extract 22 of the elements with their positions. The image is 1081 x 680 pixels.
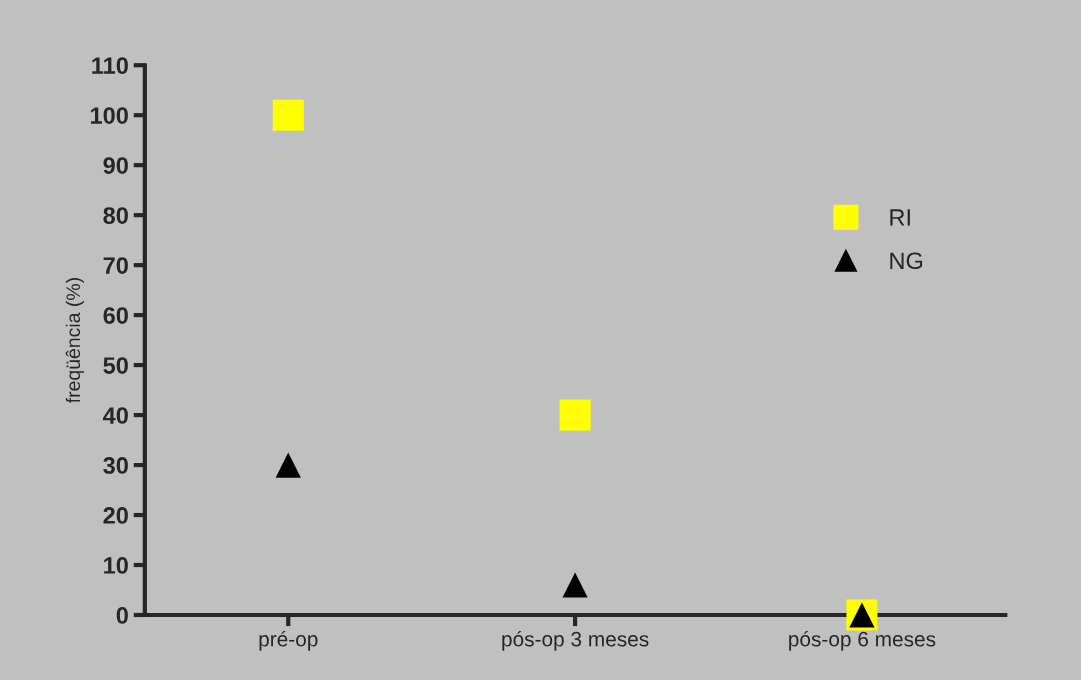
point [562, 572, 588, 598]
y-axis-title: freqüência (%) [65, 278, 84, 404]
y-tick-label: 60 [103, 307, 128, 324]
point [559, 399, 591, 431]
y-tick-label: 110 [92, 57, 128, 74]
y-tick-label: 100 [90, 107, 128, 124]
legend-label: NG [890, 252, 923, 270]
y-tick-label: 20 [103, 507, 128, 524]
y-tick-label: 90 [103, 157, 128, 174]
y-tick-label: 80 [103, 207, 128, 224]
y-tick-label: 70 [103, 257, 128, 274]
point [272, 99, 304, 131]
x-tick-label: pós-op 6 meses [789, 630, 936, 651]
x-tick-label: pré-op [259, 630, 318, 651]
legend-label: RI [890, 209, 910, 226]
y-tick-label: 50 [103, 357, 128, 374]
point [275, 452, 301, 478]
y-tick-label: 40 [102, 407, 128, 424]
y-tick-label: 30 [103, 457, 128, 474]
x-tick-label: pós-op 3 meses [502, 630, 649, 651]
y-tick-label: 10 [104, 557, 128, 574]
y-tick-label: 0 [116, 607, 128, 624]
